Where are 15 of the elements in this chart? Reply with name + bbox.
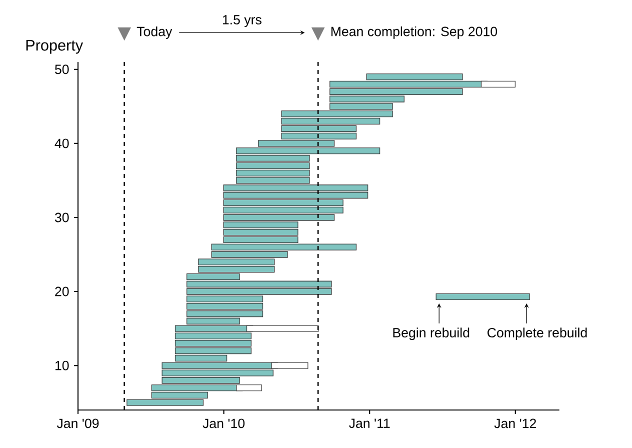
x-tick-label: Jan '10 [202, 418, 245, 428]
x-tick-label: Jan '11 [349, 418, 390, 428]
ref-line-label: Mean completion: Sep 2010 [331, 26, 498, 39]
annotation: Begin rebuild [393, 328, 470, 340]
y-tick-label: 40 [54, 138, 69, 148]
text: 1.5 yrs [222, 15, 262, 28]
annotation: Complete rebuild [488, 328, 587, 340]
y-tick-label: 20 [55, 286, 69, 296]
y-tick-label: 10 [55, 360, 69, 370]
x-tick-label: Jan '09 [56, 418, 99, 428]
x-tick-label: Jan '12 [494, 418, 536, 428]
y-axis-title: Property [26, 40, 84, 54]
y-tick-label: 50 [55, 64, 69, 74]
ref-line-label: Today [136, 26, 172, 39]
y-tick-label: 30 [54, 212, 69, 222]
